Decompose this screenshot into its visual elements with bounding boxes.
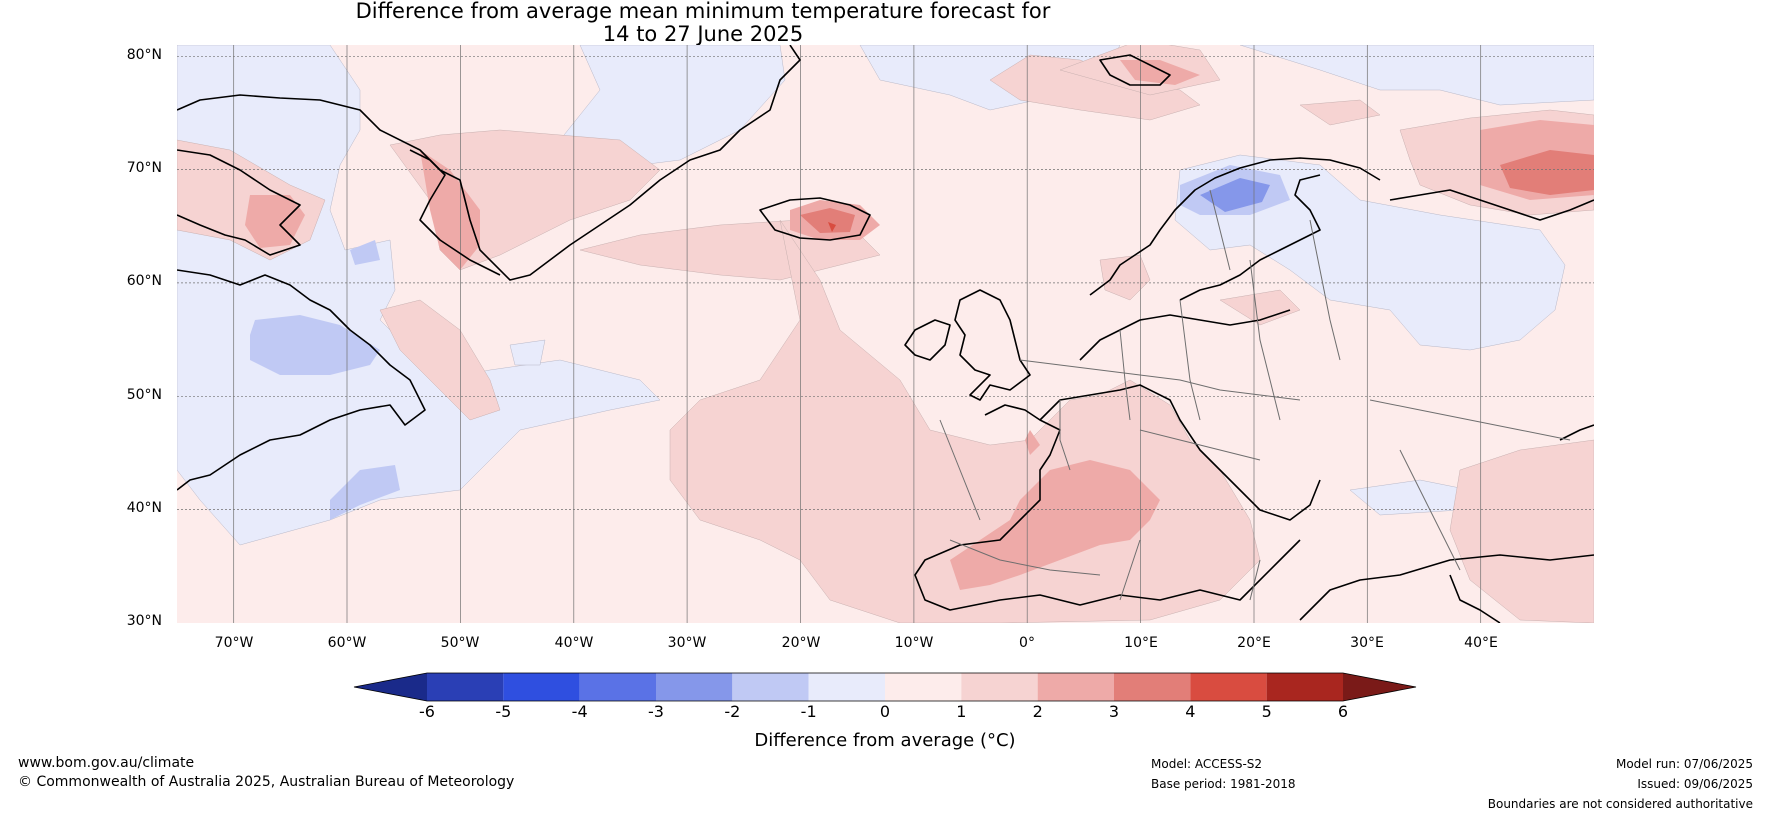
lon-label-20w: 20°W	[781, 635, 821, 651]
lat-label-50n: 50°N	[126, 387, 162, 403]
lon-label-60w: 60°W	[327, 635, 367, 651]
title-line-2: 14 to 27 June 2025	[602, 22, 804, 46]
lon-label-30e: 30°E	[1350, 635, 1384, 651]
copyright-text: © Commonwealth of Australia 2025, Austra…	[18, 774, 515, 790]
lon-label-20e: 20°E	[1237, 635, 1271, 651]
colorbar-cell	[885, 673, 962, 701]
colorbar-tick-label: -2	[724, 702, 741, 721]
lon-label-70w: 70°W	[214, 635, 254, 651]
colorbar-tick-label: 0	[879, 702, 891, 721]
lon-label-30w: 30°W	[667, 635, 707, 651]
colorbar-cell	[656, 673, 733, 701]
anomaly-4-5-region	[828, 222, 836, 232]
colorbar-tick-label: -4	[571, 702, 588, 721]
map-gridlines	[233, 45, 1482, 623]
model-name: Model: ACCESS-S2	[1151, 757, 1263, 771]
lon-label-0: 0°	[1019, 635, 1035, 651]
latitude-gridlines	[177, 55, 1594, 510]
base-period: Base period: 1981-2018	[1151, 777, 1296, 791]
model-run-date: Model run: 07/06/2025	[1615, 757, 1753, 771]
anomaly-3-4-regions	[800, 150, 1594, 233]
chart-title: Difference from average mean minimum tem…	[0, 0, 1406, 46]
colorbar-extend-high	[1343, 673, 1416, 701]
colorbar-cell	[808, 673, 885, 701]
colorbar-tick-label: -3	[648, 702, 664, 721]
lat-label-80n: 80°N	[126, 47, 162, 63]
lon-label-40e: 40°E	[1464, 635, 1498, 651]
colorbar-tick-label: 2	[1032, 702, 1043, 721]
colorbar-cell	[1190, 673, 1267, 701]
colorbar-tick-label: -1	[800, 702, 817, 721]
lon-label-50w: 50°W	[440, 635, 480, 651]
colorbar-extend-low	[354, 673, 427, 701]
lon-label-10w: 10°W	[894, 635, 934, 651]
country-borders	[939, 189, 1571, 601]
colorbar-tick-label: 1	[956, 702, 967, 721]
colorbar-cell	[579, 673, 656, 701]
colorbar-cell	[503, 673, 580, 701]
lat-label-70n: 70°N	[126, 160, 162, 176]
colorbar-cell	[1114, 673, 1191, 701]
coastlines	[177, 45, 1594, 623]
colorbar-tick-label: 6	[1337, 702, 1349, 721]
boundaries-disclaimer: Boundaries are not considered authoritat…	[1487, 797, 1753, 811]
colorbar-cell	[1266, 673, 1343, 701]
anomaly-neg3-neg2-region	[1200, 178, 1270, 212]
colorbar-outline	[353, 672, 1417, 702]
issued-date: Issued: 09/06/2025	[1637, 777, 1753, 791]
lat-label-30n: 30°N	[126, 613, 162, 629]
colorbar-tick-label: 5	[1261, 702, 1272, 721]
colorbar-tick-label: 4	[1185, 702, 1196, 721]
lat-label-40n: 40°N	[126, 500, 162, 516]
title-line-1: Difference from average mean minimum tem…	[355, 0, 1051, 23]
colorbar-tick-label: 3	[1108, 702, 1120, 721]
colorbar	[353, 672, 1417, 702]
lon-label-40w: 40°W	[554, 635, 594, 651]
colorbar-label: Difference from average (°C)	[754, 730, 1016, 751]
colorbar-cell	[961, 673, 1038, 701]
website-link[interactable]: www.bom.gov.au/climate	[18, 755, 195, 771]
colorbar-cell	[427, 673, 504, 701]
lon-label-10e: 10°E	[1124, 635, 1158, 651]
colorbar-tick-label: -6	[419, 702, 435, 721]
colorbar-cell	[1037, 673, 1114, 701]
colorbar-tick-label: -5	[495, 702, 512, 721]
lat-label-60n: 60°N	[126, 273, 162, 289]
colorbar-cell	[732, 673, 809, 701]
